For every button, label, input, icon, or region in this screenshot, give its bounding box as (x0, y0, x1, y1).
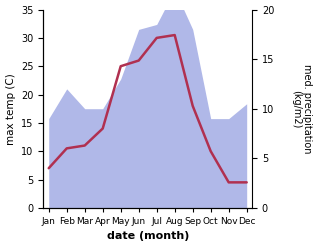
X-axis label: date (month): date (month) (107, 231, 189, 242)
Y-axis label: max temp (C): max temp (C) (5, 73, 16, 144)
Y-axis label: med. precipitation
(kg/m2): med. precipitation (kg/m2) (291, 64, 313, 153)
